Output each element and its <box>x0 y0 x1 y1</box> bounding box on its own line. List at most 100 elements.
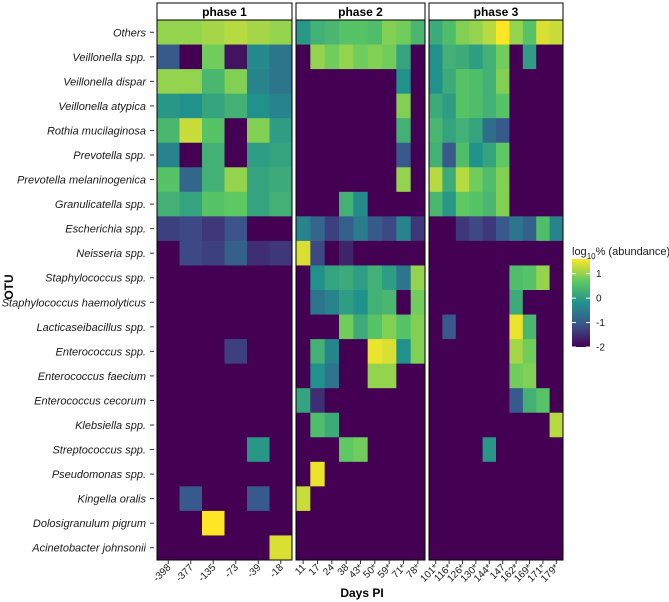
heatmap-cell <box>269 216 293 242</box>
heatmap-cell <box>442 437 457 463</box>
heatmap-cell <box>202 93 225 119</box>
heatmap-cell <box>522 412 537 438</box>
heatmap-cell <box>549 461 564 487</box>
heatmap-cell <box>429 191 443 217</box>
heatmap-cell <box>296 461 311 487</box>
heatmap-cell <box>429 290 443 315</box>
heatmap-cell <box>429 510 443 536</box>
otu-label: Streptococcus spp. <box>52 445 146 457</box>
heatmap-cell <box>482 535 497 561</box>
heatmap-cell <box>296 142 311 168</box>
heatmap-cell <box>536 93 550 119</box>
heatmap-cell <box>496 167 510 193</box>
heatmap-cell <box>324 191 340 217</box>
heatmap-cell <box>496 265 510 291</box>
day-label: -135 <box>196 562 218 584</box>
heatmap-cell <box>157 363 180 389</box>
heatmap-cell <box>396 69 412 95</box>
heatmap-cell <box>382 314 397 340</box>
heatmap-cell <box>522 20 537 45</box>
heatmap-cell <box>496 510 510 536</box>
heatmap-cell <box>522 93 537 119</box>
heatmap-cell <box>455 461 470 487</box>
heatmap-cell <box>310 290 326 315</box>
heatmap-cell <box>353 388 369 414</box>
otu-label: Rothia mucilaginosa <box>47 125 146 137</box>
legend-colorbar <box>572 259 590 347</box>
heatmap-cell <box>296 388 311 414</box>
heatmap-cell <box>367 216 383 242</box>
heatmap-cell <box>509 412 524 438</box>
heatmap-cell <box>396 388 412 414</box>
heatmap-cell <box>179 167 203 193</box>
heatmap-cell <box>482 437 497 463</box>
heatmap-cell <box>429 535 443 561</box>
heatmap-cell <box>509 290 524 315</box>
heatmap-cell <box>224 142 248 168</box>
heatmap-cell <box>296 240 311 266</box>
heatmap-cell <box>269 44 293 70</box>
panel-border <box>156 19 293 561</box>
heatmap-cell <box>522 388 537 414</box>
heatmap-cell <box>157 486 180 512</box>
heatmap-cell <box>482 191 497 217</box>
heatmap-cell <box>522 69 537 95</box>
heatmap-cell <box>310 69 326 95</box>
heatmap-cell <box>509 363 524 389</box>
heatmap-cell <box>455 265 470 291</box>
heatmap-cell <box>310 265 326 291</box>
heatmap-cell <box>202 191 225 217</box>
heatmap-cell <box>410 240 426 266</box>
heatmap-cell <box>157 535 180 561</box>
heatmap-cell <box>179 265 203 291</box>
otu-label: Veillonella dispar <box>63 76 147 88</box>
heatmap-cell <box>247 142 270 168</box>
heatmap-cell <box>496 388 510 414</box>
heatmap-cell <box>482 142 497 168</box>
otu-label: Enterococcus spp. <box>56 346 147 358</box>
heatmap-cell <box>310 412 326 438</box>
heatmap-cell <box>536 142 550 168</box>
heatmap-cell <box>324 412 340 438</box>
heatmap-cell <box>324 20 340 45</box>
heatmap-cell <box>410 20 426 45</box>
heatmap-cell <box>367 535 383 561</box>
heatmap-cell <box>310 486 326 512</box>
heatmap-cell <box>455 314 470 340</box>
heatmap-cell <box>382 118 397 144</box>
heatmap-cell <box>429 44 443 70</box>
heatmap-cell <box>455 412 470 438</box>
heatmap-cell <box>224 437 248 463</box>
heatmap-cell <box>482 461 497 487</box>
heatmap-cell <box>339 388 354 414</box>
heatmap-cell <box>247 191 270 217</box>
heatmap-cell <box>310 314 326 340</box>
otu-label: Others <box>113 27 147 39</box>
heatmap-cell <box>469 290 483 315</box>
heatmap-cell <box>367 265 383 291</box>
heatmap-cell <box>410 69 426 95</box>
heatmap-cell <box>442 363 457 389</box>
heatmap-cell <box>247 461 270 487</box>
heatmap-cell <box>429 437 443 463</box>
heatmap-cell <box>496 240 510 266</box>
heatmap-cell <box>522 216 537 242</box>
heatmap-cell <box>509 388 524 414</box>
heatmap-cell <box>469 314 483 340</box>
heatmap-cell <box>339 437 354 463</box>
legend-tick-label: -1 <box>596 318 605 329</box>
heatmap-cell <box>247 20 270 45</box>
heatmap-cell <box>324 461 340 487</box>
heatmap-cell <box>396 216 412 242</box>
heatmap-cell <box>224 363 248 389</box>
heatmap-cell <box>367 191 383 217</box>
heatmap-cell <box>247 339 270 365</box>
legend-tick-label: 1 <box>596 269 602 280</box>
heatmap-cell <box>482 412 497 438</box>
heatmap-cell <box>339 240 354 266</box>
heatmap-cell <box>382 265 397 291</box>
heatmap-cell <box>429 142 443 168</box>
heatmap-cell <box>549 535 564 561</box>
heatmap-cell <box>269 191 293 217</box>
heatmap-cell <box>367 240 383 266</box>
